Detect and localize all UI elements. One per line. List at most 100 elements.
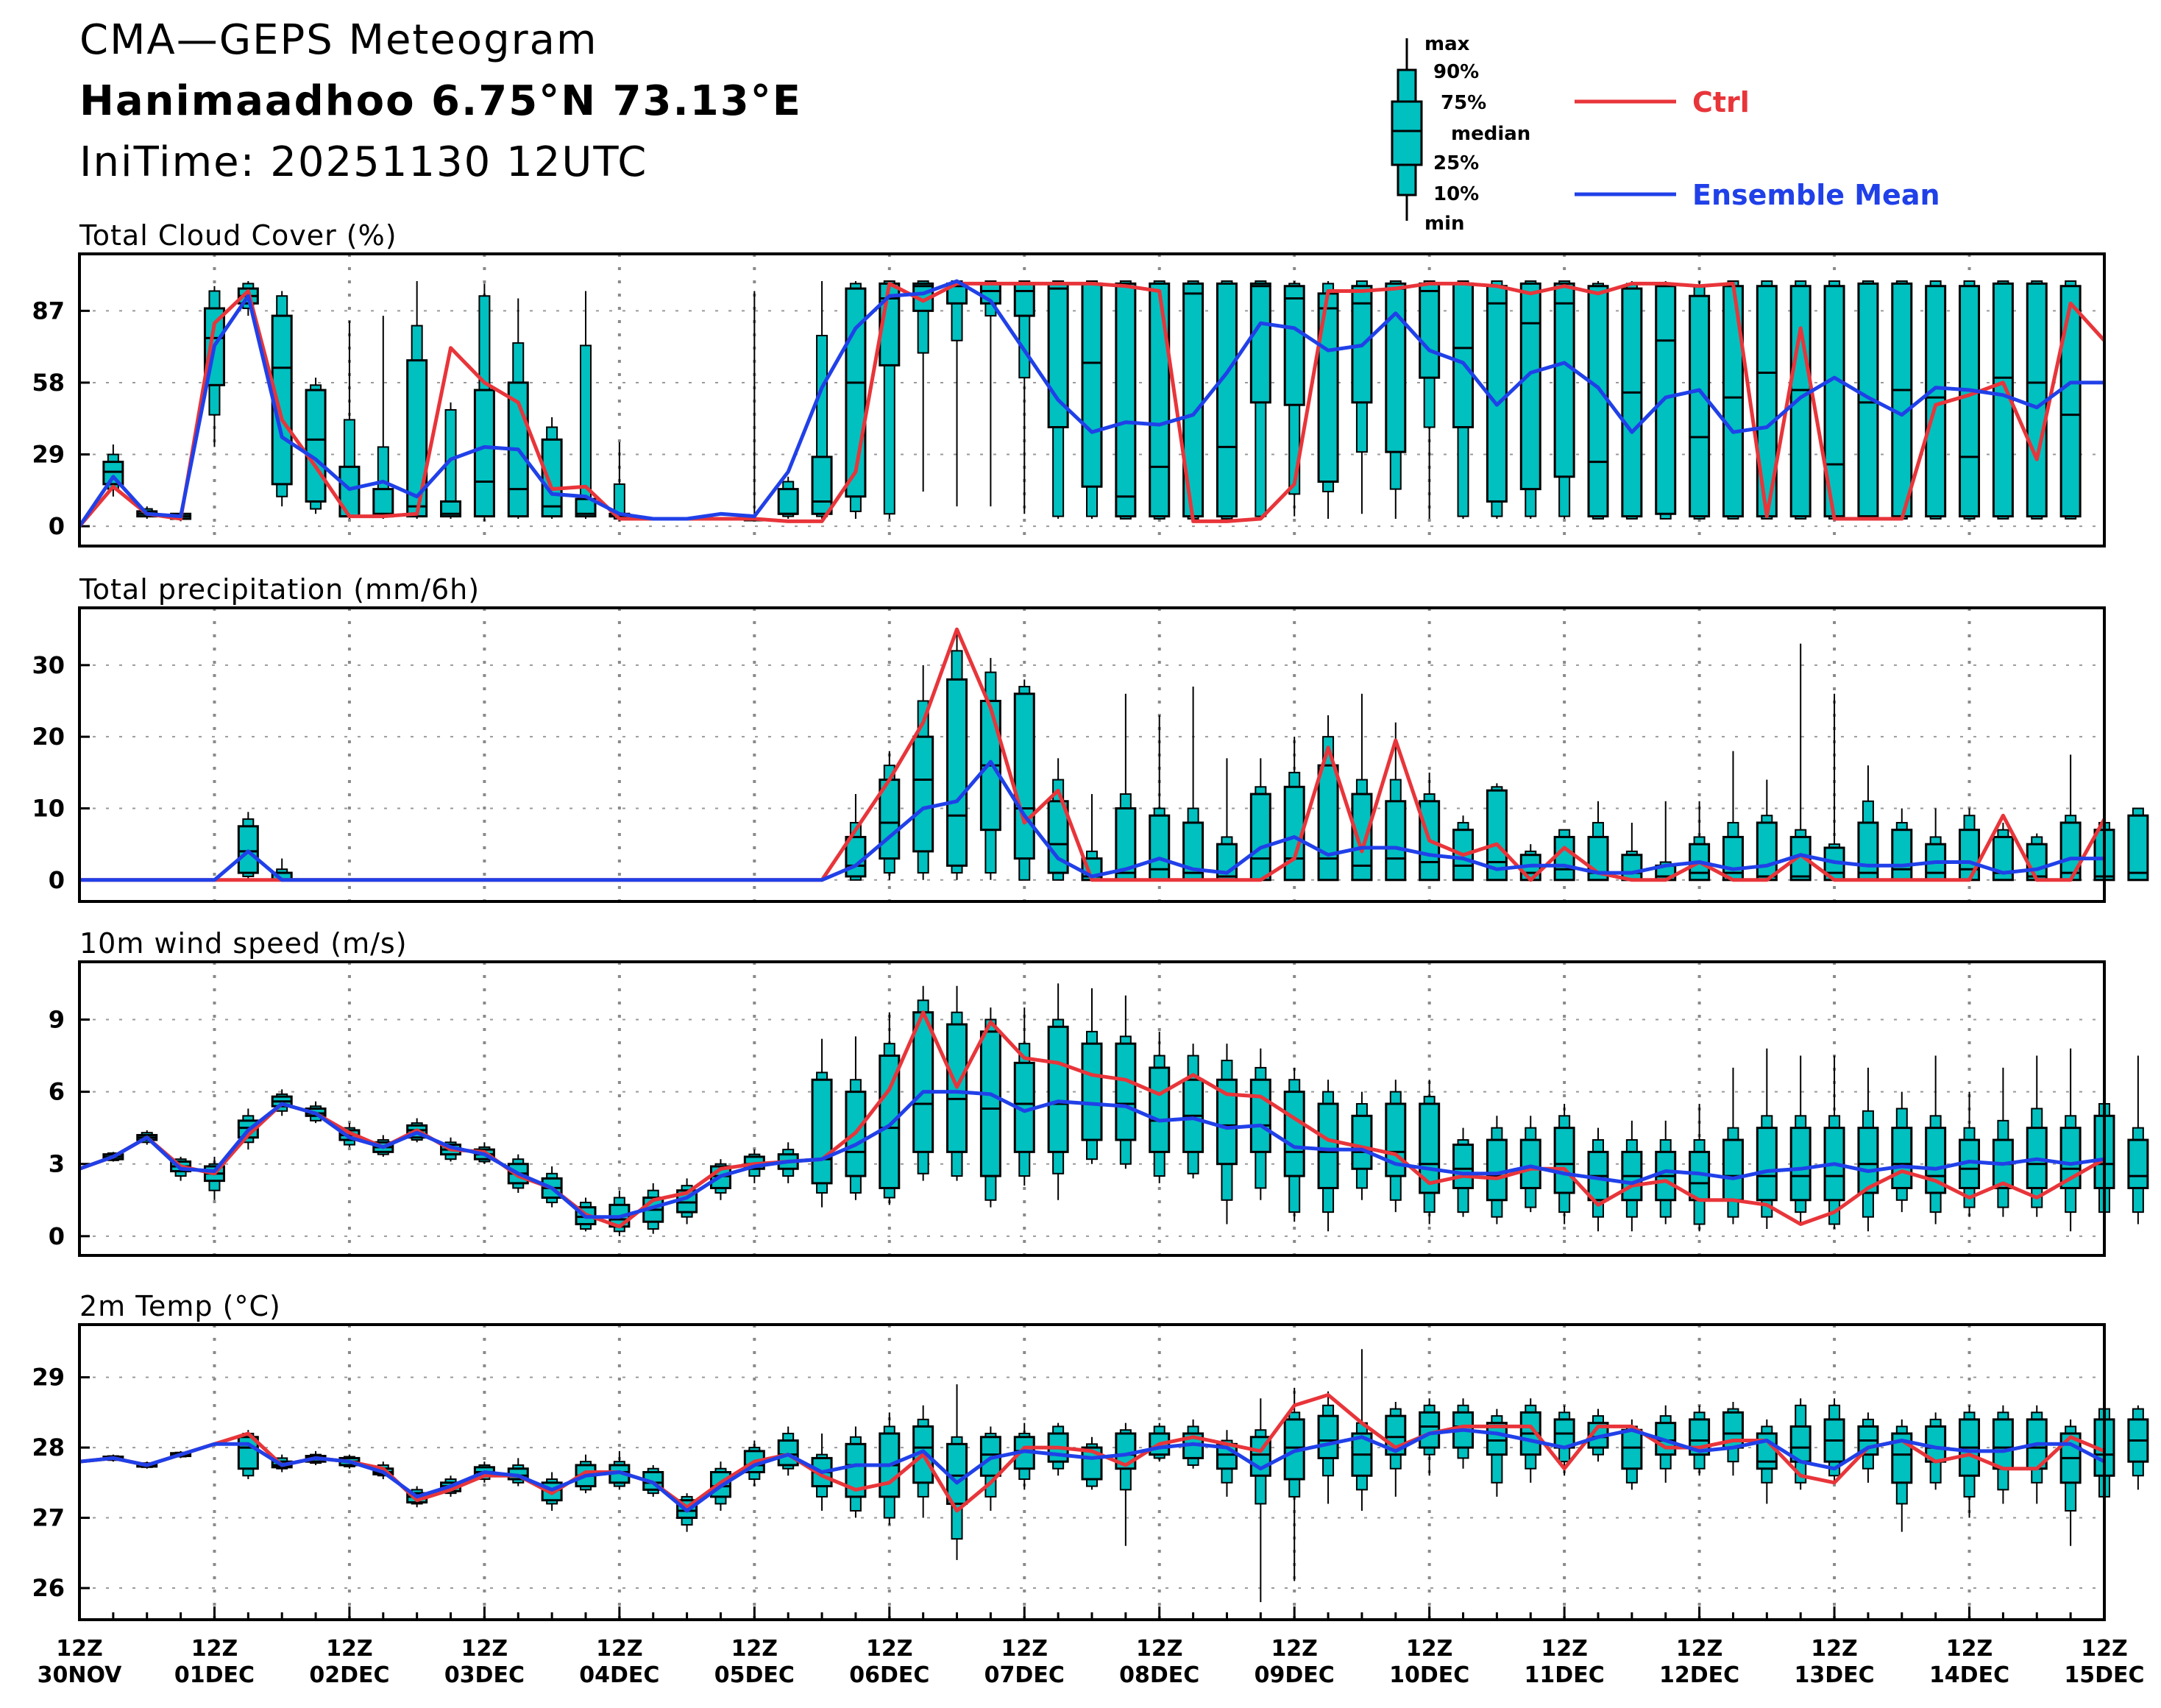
ensemble-box [979,1426,1001,1512]
legend-label: min [1424,213,1465,235]
box-inner [1385,800,1407,882]
ensemble-mean-line [79,1090,2105,1219]
box-inner [1959,285,1981,518]
ensemble-box [1925,280,1947,520]
y-tick-label: 9 [49,1005,65,1033]
box-inner [541,438,563,518]
x-hour-label: 12Z [1136,1636,1183,1662]
ensemble-box [1115,1422,1137,1546]
legend: max 90% 75% median 25% 10% min Ctrl Ensemble Mea… [1391,33,1940,235]
panel-title: 10m wind speed (m/s) [79,927,408,960]
box-inner [1115,282,1137,518]
box-inner [2127,814,2149,882]
ensemble-box [743,291,765,522]
ensemble-box [1823,1055,1845,1230]
ensemble-box [1013,679,1035,881]
box-inner [1317,764,1339,882]
x-hour-label: 12Z [596,1636,643,1662]
ensemble-box [372,316,394,519]
ensemble-box [1992,822,2014,882]
ensemble-box [2026,1405,2048,1504]
box-inner [1621,287,1643,518]
y-tick-label: 0 [49,866,65,894]
chart-title: CMA—GEPS Meteogram [79,16,598,64]
x-hour-label: 12Z [1946,1636,1993,1662]
box-inner [1452,282,1475,429]
box-inner [1553,1127,1575,1194]
x-date-label: 09DEC [1255,1662,1335,1688]
x-date-label: 01DEC [174,1662,255,1688]
ensemble-box [1385,1402,1407,1497]
box-inner [1689,294,1711,518]
x-date-label: 07DEC [984,1662,1065,1688]
box-inner [305,389,327,503]
box-inner [1249,1078,1271,1153]
ensemble-box [1249,758,1271,882]
ensemble-box [1925,1412,1947,1490]
box-inner [1149,1066,1171,1153]
ensemble-box [1216,1430,1238,1497]
box-inner [1317,1102,1339,1189]
box-inner [1317,1414,1339,1459]
box-inner [1519,282,1541,491]
ensemble-box [1385,1080,1407,1213]
box-inner [912,1011,934,1153]
ensemble-box [1689,1103,1711,1232]
box-inner [102,461,124,486]
ensemble-box [1149,715,1171,882]
ensemble-box [1249,1398,1271,1603]
y-tick-label: 87 [32,297,65,325]
ensemble-box [1486,783,1508,882]
panel-3: 10m wind speed (m/s) 0 3 6 9 [49,927,2149,1257]
panel-frame [78,606,2106,903]
y-tick-label: 28 [32,1434,65,1461]
box-inner [1519,1138,1541,1189]
ctrl-line [78,281,2106,528]
box-inner [979,1030,1001,1177]
box-inner [1553,282,1575,478]
panel-1: Total Cloud Cover (%) 0 29 58 87 [32,219,2106,548]
box-inner [1789,1127,1812,1202]
box-inner [1419,1411,1441,1449]
y-tick-label: 3 [49,1150,65,1178]
box-inner [1013,692,1035,860]
box-inner [372,488,394,518]
box-inner [2127,1138,2149,1189]
x-hour-label: 12Z [1406,1636,1453,1662]
ensemble-box [1891,280,1913,520]
ensemble-box [1756,1419,1778,1504]
panel-title: Total Cloud Cover (%) [79,219,397,252]
box-inner [1756,1127,1778,1202]
ensemble-box [1925,1055,1947,1225]
y-tick-label: 20 [32,723,65,751]
box-inner [2026,282,2048,518]
x-hour-label: 12Z [326,1636,373,1662]
ensemble-box [1115,995,1137,1169]
ensemble-box [811,281,833,519]
ensemble-box [1351,693,1373,882]
box-inner [1249,793,1271,882]
ensemble-box [406,281,428,519]
ensemble-box [1486,1408,1508,1497]
box-inner [946,678,968,867]
ensemble-box [1857,765,1879,882]
ensemble-box [845,1036,867,1200]
ensemble-box [979,280,1001,507]
ensemble-box [2127,1405,2149,1490]
ensemble-box [1452,280,1475,519]
x-date-label: 05DEC [714,1662,795,1688]
ensemble-box [1047,758,1069,881]
ensemble-box [1486,1116,1508,1225]
x-date-label: 11DEC [1525,1662,1605,1688]
ensemble-box [271,291,293,507]
ensemble-box [1419,1080,1441,1225]
ensemble-box [1587,281,1609,520]
box-inner [1486,1138,1508,1202]
box-inner [1081,282,1103,488]
y-tick-label: 30 [32,651,65,679]
ensemble-box [1419,280,1441,519]
ensemble-box [1789,280,1812,520]
legend-box-inner [1391,100,1423,166]
y-tick-label: 29 [32,1364,65,1392]
ensemble-box [1925,808,1947,882]
